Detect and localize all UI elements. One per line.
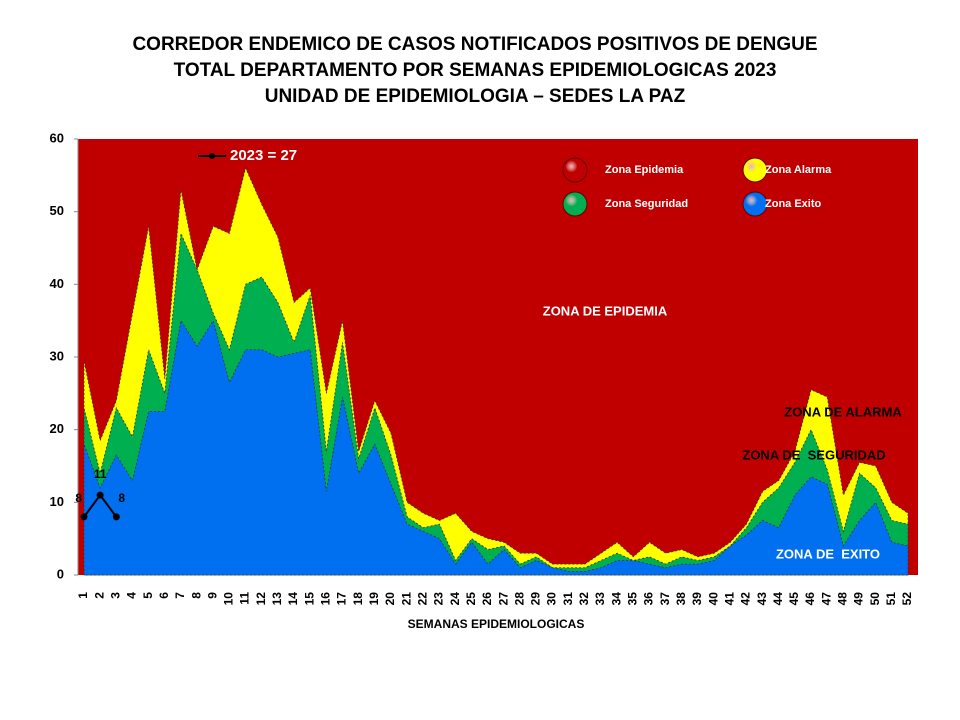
x-tick-label: 30 <box>545 592 559 606</box>
x-tick-label: 6 <box>157 592 171 599</box>
y-tick-label: 40 <box>50 276 64 291</box>
x-tick-label: 38 <box>674 592 688 606</box>
x-tick-label: 29 <box>529 592 543 606</box>
x-tick-label: 18 <box>351 592 365 606</box>
x-tick-label: 46 <box>803 592 817 606</box>
chart-title: UNIDAD DE EPIDEMIOLOGIA – SEDES LA PAZ <box>265 86 686 107</box>
x-tick-label: 4 <box>125 592 139 599</box>
x-tick-label: 44 <box>771 592 785 606</box>
legend-label: 2023 = 27 <box>230 147 297 164</box>
x-tick-label: 13 <box>270 592 284 606</box>
x-tick-label: 36 <box>642 592 656 606</box>
legend-marker <box>209 153 215 159</box>
x-tick-label: 47 <box>819 592 833 606</box>
x-tick-label: 25 <box>464 592 478 606</box>
chart-title: TOTAL DEPARTAMENTO POR SEMANAS EPIDEMIOL… <box>174 60 777 81</box>
y-tick-label: 20 <box>50 421 64 436</box>
legend-marker <box>562 157 588 183</box>
chart-title: CORREDOR ENDEMICO DE CASOS NOTIFICADOS P… <box>132 34 817 55</box>
x-tick-label: 34 <box>609 592 623 606</box>
zone-annotation: ZONA DE SEGURIDAD <box>742 447 885 462</box>
x-tick-label: 48 <box>836 592 850 606</box>
x-tick-label: 15 <box>302 592 316 606</box>
x-tick-label: 22 <box>415 592 429 606</box>
x-tick-label: 21 <box>399 592 413 606</box>
line-point <box>96 491 104 499</box>
x-tick-label: 50 <box>868 592 882 606</box>
data-label: 8 <box>75 491 82 505</box>
y-tick-label: 0 <box>57 566 64 581</box>
x-tick-label: 23 <box>432 592 446 606</box>
legend-label: Zona Exito <box>765 198 822 210</box>
x-tick-label: 17 <box>335 592 349 606</box>
x-tick-label: 10 <box>222 592 236 606</box>
x-tick-label: 11 <box>238 592 252 605</box>
x-tick-label: 1 <box>76 592 90 599</box>
x-tick-label: 8 <box>189 592 203 599</box>
x-axis-label: SEMANAS EPIDEMIOLOGICAS <box>408 617 585 631</box>
x-tick-label: 35 <box>626 592 640 606</box>
y-tick-label: 10 <box>50 494 64 509</box>
legend-marker <box>742 191 768 217</box>
x-tick-label: 51 <box>884 592 898 606</box>
x-tick-label: 32 <box>577 592 591 606</box>
x-tick-label: 26 <box>480 592 494 606</box>
x-tick-label: 9 <box>205 592 219 599</box>
legend-label: Zona Seguridad <box>605 198 688 210</box>
x-tick-label: 37 <box>658 592 672 606</box>
x-tick-label: 5 <box>141 592 155 599</box>
x-tick-label: 45 <box>787 592 801 606</box>
line-point <box>80 513 88 521</box>
zone-annotation: ZONA DE ALARMA <box>784 404 902 419</box>
x-tick-label: 2 <box>92 592 106 599</box>
x-tick-label: 49 <box>852 592 866 606</box>
legend-marker <box>742 157 768 183</box>
y-tick-label: 30 <box>50 348 64 363</box>
data-label: 8 <box>118 491 125 505</box>
legend-label: Zona Epidemia <box>605 164 684 176</box>
x-tick-label: 31 <box>561 592 575 606</box>
x-tick-label: 12 <box>254 592 268 606</box>
line-point <box>112 513 120 521</box>
x-tick-label: 7 <box>173 592 187 599</box>
x-tick-label: 24 <box>448 592 462 606</box>
x-tick-label: 33 <box>593 592 607 606</box>
x-tick-label: 41 <box>722 592 736 606</box>
x-tick-label: 27 <box>496 592 510 606</box>
x-tick-label: 42 <box>739 592 753 606</box>
x-tick-label: 19 <box>367 592 381 606</box>
legend-marker <box>562 191 588 217</box>
zone-area <box>83 319 909 576</box>
legend-label: Zona Alarma <box>765 164 832 176</box>
x-tick-label: 28 <box>512 592 526 606</box>
x-tick-label: 40 <box>706 592 720 606</box>
x-tick-label: 43 <box>755 592 769 606</box>
zone-annotation: ZONA DE EPIDEMIA <box>543 303 668 318</box>
x-tick-label: 52 <box>900 592 914 606</box>
y-tick-label: 50 <box>50 203 64 218</box>
x-tick-label: 39 <box>690 592 704 606</box>
y-tick-label: 60 <box>50 130 64 145</box>
x-tick-label: 14 <box>286 592 300 606</box>
zone-annotation: ZONA DE EXITO <box>776 546 880 561</box>
x-tick-label: 3 <box>108 592 122 599</box>
x-tick-label: 20 <box>383 592 397 606</box>
data-label: 11 <box>94 467 107 481</box>
x-tick-label: 16 <box>319 592 333 606</box>
